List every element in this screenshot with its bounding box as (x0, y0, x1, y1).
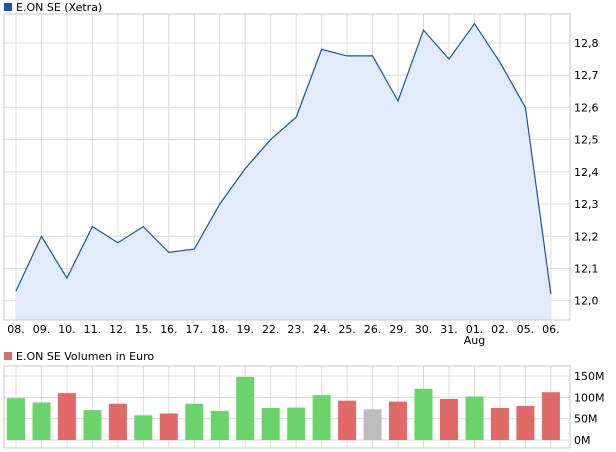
price-y-tick-label: 12,4 (574, 166, 599, 179)
price-chart-title: E.ON SE (Xetra) (16, 1, 102, 14)
volume-bar (541, 392, 560, 440)
price-x-tick-label: 25. (338, 323, 356, 336)
price-y-tick-label: 12,8 (574, 37, 599, 50)
volume-y-axis: 0M 50M 100M 150M (574, 370, 605, 447)
price-x-tick-label: 10. (58, 323, 76, 336)
price-x-tick-label: 26. (364, 323, 382, 336)
volume-bar (159, 413, 178, 440)
price-chart: E.ON SE (Xetra) 12,0 12,1 12,2 12,3 12,4 12,5… (3, 1, 599, 347)
volume-y-tick-label: 100M (574, 391, 605, 404)
volume-bar (414, 388, 433, 440)
price-legend-swatch (4, 3, 12, 11)
volume-bar (363, 409, 382, 440)
price-x-tick-label: 16. (160, 323, 178, 336)
price-y-axis: 12,0 12,1 12,2 12,3 12,4 12,5 12,6 12,7 12,8 (574, 37, 599, 308)
price-x-tick-label: 08. (7, 323, 25, 336)
volume-bars (7, 376, 560, 440)
price-x-tick-label: 29. (389, 323, 407, 336)
price-y-tick-label: 12,5 (574, 134, 599, 147)
volume-bar (57, 393, 76, 440)
price-x-tick-label: 11. (84, 323, 102, 336)
price-y-tick-label: 12,6 (574, 101, 599, 114)
volume-bar (83, 410, 102, 440)
volume-bar (338, 400, 357, 440)
price-x-tick-label: 15. (135, 323, 153, 336)
volume-plot-frame (3, 365, 571, 449)
volume-chart: E.ON SE Volumen in Euro 0M 50M 100M 150M (3, 350, 605, 449)
price-x-tick-label: 06. (542, 323, 560, 336)
price-x-tick-label: 02. (491, 323, 509, 336)
volume-bar (465, 396, 484, 440)
volume-bar (516, 405, 535, 440)
price-x-tick-label: 23. (287, 323, 305, 336)
volume-bar (440, 399, 458, 440)
volume-bar (210, 411, 229, 440)
price-x-tick-label: 17. (186, 323, 204, 336)
price-x-tick-label: 30. (415, 323, 433, 336)
price-x-month-label: Aug (464, 334, 485, 347)
volume-bar (7, 398, 25, 440)
volume-bar (261, 408, 280, 440)
volume-y-tick-label: 0M (574, 434, 591, 447)
volume-y-tick-label: 150M (574, 370, 605, 383)
price-area-fill (16, 23, 551, 320)
volume-bar (287, 407, 306, 440)
price-y-tick-label: 12,1 (574, 262, 599, 275)
volume-bar (134, 415, 153, 440)
volume-bar (312, 395, 331, 440)
volume-bar (185, 403, 204, 440)
price-x-axis: 08. 09. 10. 11. 12. 15. 16. 17. 18. 19. 22. 23. 24. 2… (7, 323, 559, 347)
price-x-tick-label: 31. (440, 323, 458, 336)
volume-bar (32, 402, 51, 440)
price-y-tick-label: 12,2 (574, 230, 599, 243)
price-x-tick-label: 01. (466, 323, 484, 336)
volume-bar (236, 376, 255, 440)
price-y-tick-label: 12,0 (574, 295, 599, 308)
volume-chart-title: E.ON SE Volumen in Euro (16, 350, 154, 363)
price-x-tick-label: 09. (33, 323, 51, 336)
price-x-tick-label: 12. (109, 323, 127, 336)
volume-bar (490, 408, 509, 440)
price-x-tick-label: 22. (262, 323, 280, 336)
price-plot-frame (3, 13, 571, 321)
price-x-tick-label: 18. (211, 323, 229, 336)
price-y-tick-label: 12,3 (574, 198, 599, 211)
volume-y-tick-label: 50M (574, 413, 598, 426)
price-x-tick-label: 05. (517, 323, 535, 336)
volume-bar (108, 403, 127, 440)
price-series-line (15, 22, 552, 295)
volume-legend-swatch (4, 352, 12, 360)
price-y-tick-label: 12,7 (574, 69, 599, 82)
price-x-tick-label: 19. (236, 323, 254, 336)
price-x-tick-label: 24. (313, 323, 331, 336)
volume-bar (389, 401, 407, 440)
